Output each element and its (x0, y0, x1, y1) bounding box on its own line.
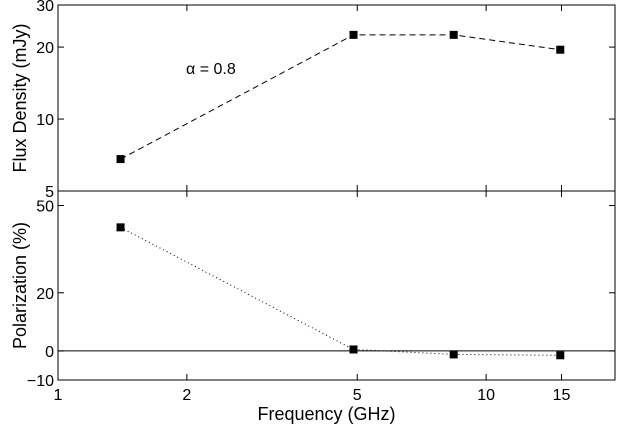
top-panel-ticks (57, 4, 615, 192)
top-y-tick-label: 10 (36, 112, 54, 129)
flux-density-point (349, 30, 358, 39)
polarization-line (120, 226, 561, 356)
bottom-y-axis-title: Polarization (%) (10, 222, 30, 349)
flux-density-point (556, 45, 565, 54)
polarization-point (556, 351, 565, 360)
top-y-tick-label: 20 (36, 40, 54, 57)
bottom-panel-frame (57, 190, 616, 381)
x-axis-title: Frequency (GHz) (257, 404, 395, 424)
bottom-y-tick-label: 50 (36, 199, 54, 216)
polarization-point (349, 345, 358, 354)
x-tick-label: 5 (353, 387, 362, 404)
spectral-index-annotation: α = 0.8 (186, 61, 236, 78)
flux-density-point (116, 155, 125, 164)
x-tick-labels: 1 2 5 10 15 (54, 387, 571, 404)
top-y-tick-label: 5 (45, 184, 54, 201)
bottom-y-tick-labels: −10 0 20 50 (27, 199, 54, 390)
flux-density-line (120, 34, 561, 160)
flux-density-point (449, 30, 458, 39)
x-tick-label: 10 (477, 387, 495, 404)
flux-density-series (116, 30, 565, 164)
polarization-point (116, 223, 125, 232)
top-y-tick-labels: 5 10 20 30 (36, 0, 54, 201)
top-y-tick-label: 30 (36, 0, 54, 15)
bottom-y-tick-label: 20 (36, 286, 54, 303)
top-panel-frame (57, 4, 616, 192)
x-tick-label: 2 (182, 387, 191, 404)
top-y-axis-title: Flux Density (mJy) (10, 23, 30, 172)
bottom-y-tick-label: −10 (27, 373, 54, 390)
x-tick-label: 15 (553, 387, 571, 404)
bottom-panel-ticks (57, 191, 615, 381)
polarization-point (449, 350, 458, 359)
x-tick-label: 1 (54, 387, 63, 404)
polarization-series (116, 223, 565, 360)
bottom-y-tick-label: 0 (45, 344, 54, 361)
